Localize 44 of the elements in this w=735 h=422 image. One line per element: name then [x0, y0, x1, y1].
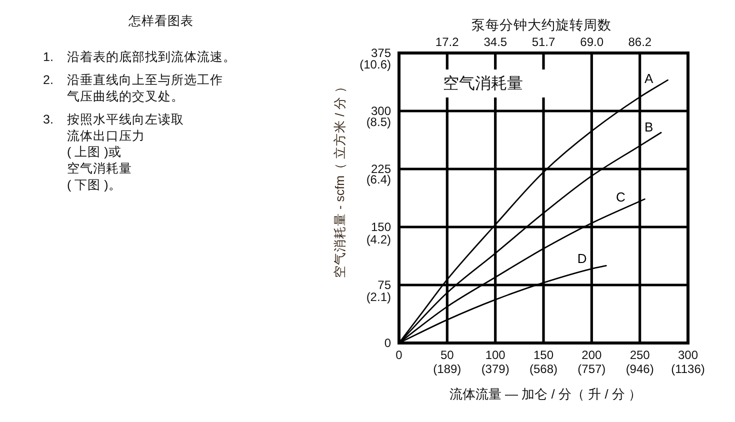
x2tick-label: 86.2 [628, 35, 652, 49]
step-number: 1. [43, 50, 54, 64]
ytick-label: 375 [370, 46, 391, 60]
x2label: 泵每分钟大约旋转周数 [472, 18, 612, 32]
ytick-label: 75 [378, 278, 391, 292]
step-text: 沿着表的底部找到流体流速。 [67, 50, 236, 64]
step-text: 流体出口压力 [67, 128, 145, 143]
annotation-unit: (379) [481, 362, 510, 376]
y2tick-label: (4.2) [366, 232, 391, 247]
annotation-unit: (946) [626, 362, 654, 376]
step-text: ( 上图 )或 [67, 145, 122, 160]
annotation-heading: 怎样看图表 [128, 14, 194, 28]
y2label: 空气消耗量 - scfm（ 立方米 / 分 ） [333, 80, 347, 278]
xtick-label: 200 [582, 348, 602, 362]
step-text: 按照水平线向左读取 [67, 112, 184, 126]
step-text: 沿垂直线向上至与所选工作气压曲线的交叉处。 [67, 73, 223, 104]
y2tick-label: (2.1) [366, 290, 391, 304]
step-number: 3. [43, 112, 54, 126]
xtick-label: 300 [678, 348, 698, 362]
x2tick-label: 51.7 [532, 35, 556, 49]
x2tick-label: 34.5 [484, 35, 508, 49]
series-label: C [616, 190, 626, 205]
xlabel: 流体流量 — 加仑 / 分（ 升 / 分 ） [449, 386, 642, 402]
series-label: D [577, 251, 587, 266]
annotation-unit: (1136) [671, 362, 705, 376]
xtick-label: 50 [440, 348, 454, 362]
annotation-unit: (568) [530, 362, 558, 376]
step-text: ( 下图 )。 [67, 178, 122, 192]
annotation-unit: (757) [578, 362, 606, 376]
ytick-label: 150 [370, 220, 391, 234]
x2tick-label: 69.0 [580, 35, 604, 49]
xtick-label: 150 [533, 348, 554, 362]
ytick-label: 0 [384, 336, 391, 350]
series-label: B [644, 120, 654, 135]
title: 空气消耗量 [443, 76, 523, 92]
x2tick-label: 17.2 [435, 35, 459, 49]
step-number: 2. [43, 73, 54, 87]
series-label: A [644, 71, 654, 86]
step-text: 空气消耗量 [67, 162, 132, 176]
y2tick-label: (10.6) [360, 58, 391, 72]
xtick-label: 0 [396, 348, 402, 362]
xtick-label: 250 [630, 348, 650, 362]
annotation-unit: (189) [433, 362, 462, 376]
xtick-label: 100 [485, 348, 506, 362]
